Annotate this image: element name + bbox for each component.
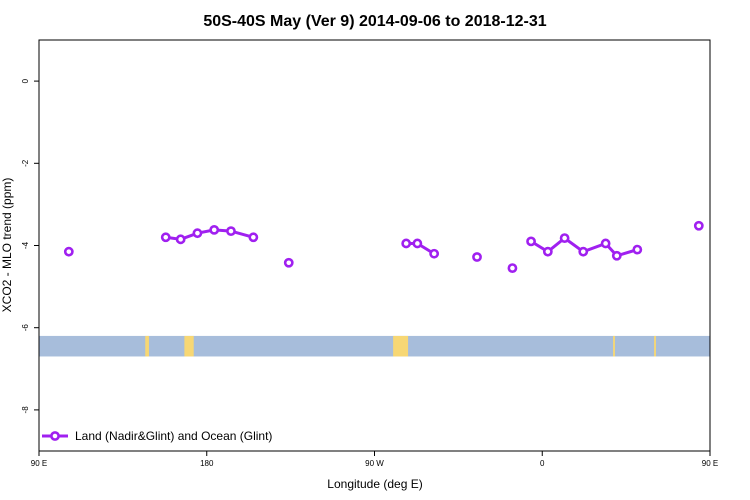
land-patch [393, 335, 409, 357]
y-tick-label: -2 [21, 159, 30, 167]
chart-title: 50S-40S May (Ver 9) 2014-09-06 to 2018-1… [203, 13, 546, 30]
data-point [160, 232, 171, 243]
data-point [401, 238, 412, 249]
data-point [429, 248, 440, 259]
land-patch [654, 335, 656, 357]
data-point [209, 224, 220, 235]
data-point [526, 236, 536, 247]
x-axis-label: Longitude (deg E) [327, 477, 422, 491]
data-point [226, 226, 236, 237]
data-point [542, 246, 553, 257]
land-patch [613, 335, 615, 357]
data-point [600, 238, 611, 249]
y-tick-label: -4 [21, 241, 30, 249]
data-point [472, 252, 482, 262]
x-tick-label: 90 E [702, 459, 718, 468]
data-point [63, 246, 74, 257]
data-point [248, 232, 259, 243]
data-point [192, 228, 203, 239]
data-point [412, 238, 423, 249]
y-axis: 0 -2 -4 -6 -8 [21, 78, 39, 413]
land-patch [184, 335, 194, 357]
legend-label: Land (Nadir&Glint) and Ocean (Glint) [75, 429, 272, 443]
legend: Land (Nadir&Glint) and Ocean (Glint) [42, 429, 272, 443]
y-axis-label: XCO2 - MLO trend (ppm) [0, 178, 14, 313]
data-series [63, 220, 704, 274]
land-patch [145, 335, 149, 357]
data-point [693, 220, 704, 231]
data-point [611, 250, 622, 261]
x-tick-label: 90 E [31, 459, 47, 468]
x-tick-label: 180 [200, 459, 214, 468]
data-point [632, 244, 643, 255]
data-point [559, 233, 570, 244]
data-point [283, 257, 294, 268]
data-point [175, 234, 186, 245]
y-tick-label: -8 [21, 406, 30, 414]
ocean-band [39, 335, 710, 357]
y-tick-label: -6 [21, 324, 30, 332]
x-tick-label: 90 W [365, 459, 384, 468]
x-axis: 90 E 180 90 W 0 90 E [31, 451, 718, 468]
data-point [578, 246, 589, 257]
x-tick-label: 0 [540, 459, 545, 468]
legend-marker [50, 431, 60, 441]
data-point [507, 263, 518, 274]
background-band [39, 335, 710, 357]
y-tick-label: 0 [21, 78, 30, 83]
